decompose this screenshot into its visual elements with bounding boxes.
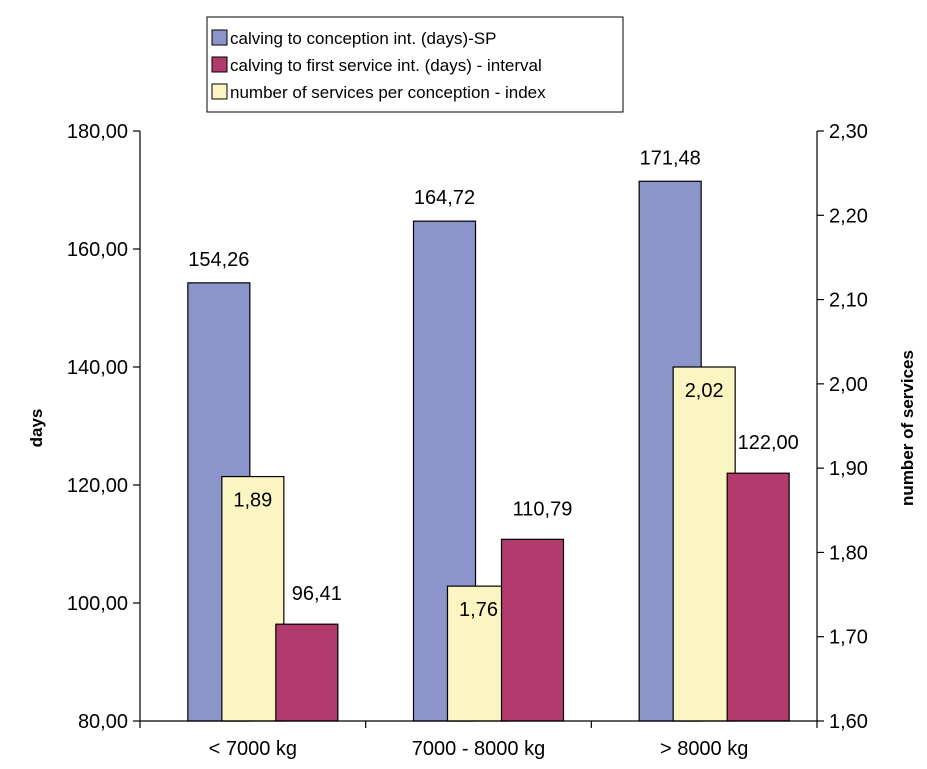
y-left-tick-label: 160,00 [67,239,128,261]
legend-label-calving-to-first-service-int-days-interval: calving to first service int. (days) - i… [230,56,542,75]
x-tick-label: < 7000 kg [209,738,297,760]
axes: 80,00 100,00 120,00 140,00 160,00 180,00 1,60 1… [67,121,868,760]
legend-swatch-calving-to-conception-int-days-sp [211,29,228,46]
y-left-tick-label: 140,00 [67,357,128,379]
x-tick-label: > 8000 kg [660,738,748,760]
data-label-calving-to-first-service-int-days-interval-0: 96,41 [292,583,342,605]
y-left-axis-title: days [27,409,46,448]
data-label-number-of-services-per-conception-index-1: 1,76 [459,599,498,621]
bar-calving-to-first-service-int-days-interval-1 [500,538,565,722]
bars [187,180,790,722]
bar-number-of-services-per-conception-index-0 [221,475,285,722]
data-label-calving-to-first-service-int-days-interval-2: 122,00 [738,432,799,454]
data-label-calving-to-conception-int-days-sp-2: 171,48 [640,147,701,169]
data-labels: 154,26 164,72 171,48 1,89 1,76 2,02 96,41 110,7… [188,147,799,621]
y-left-tick-label: 180,00 [67,121,128,143]
y-left-tick-label: 120,00 [67,475,128,497]
legend: calving to conception int. (days)-SP calv… [206,16,624,113]
y-right-tick-label: 1,70 [829,627,868,649]
y-right-tick-label: 2,20 [829,205,868,227]
y-right-tick-label: 2,30 [829,121,868,143]
data-label-calving-to-conception-int-days-sp-0: 154,26 [188,249,249,271]
y-right-tick-label: 2,10 [829,290,868,312]
legend-label-number-of-services-per-conception-index: number of services per conception - inde… [230,83,546,102]
data-label-calving-to-conception-int-days-sp-1: 164,72 [414,187,475,209]
y-right-tick-label: 1,90 [829,458,868,480]
data-label-number-of-services-per-conception-index-2: 2,02 [685,380,724,402]
y-right-tick-label: 2,00 [829,374,868,396]
x-tick-label: 7000 - 8000 kg [412,738,545,760]
y-right-tick-label: 1,80 [829,542,868,564]
y-right-tick-label: 1,60 [829,711,868,733]
legend-swatch-calving-to-first-service-int-days-interval [211,56,228,73]
y-left-tick-label: 80,00 [78,711,128,733]
bar-calving-to-first-service-int-days-interval-2 [726,472,790,722]
y-left-tick-label: 100,00 [67,593,128,615]
bar-calving-to-first-service-int-days-interval-0 [275,623,339,722]
legend-swatch-number-of-services-per-conception-index [211,83,228,100]
data-label-calving-to-first-service-int-days-interval-1: 110,79 [513,498,573,520]
legend-label-calving-to-conception-int-days-sp: calving to conception int. (days)-SP [230,29,496,48]
data-label-number-of-services-per-conception-index-0: 1,89 [233,490,272,512]
y-right-axis-title: number of services [898,350,917,506]
bar-number-of-services-per-conception-index-2 [672,366,736,722]
legend-box [206,16,624,113]
